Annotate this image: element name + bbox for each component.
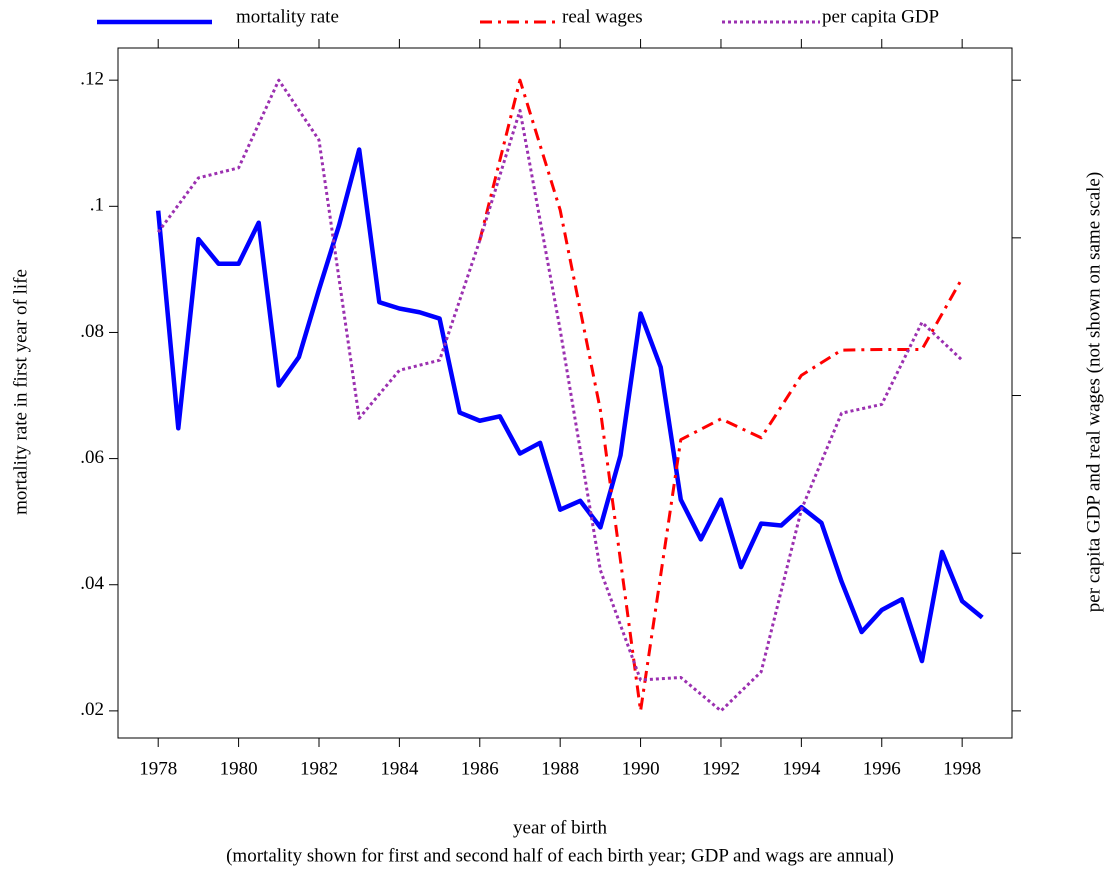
x-tick-label: 1978: [139, 758, 177, 779]
y-tick-label: .1: [90, 195, 104, 216]
x-tick-label: 1988: [541, 758, 579, 779]
y-tick-label: .12: [80, 69, 104, 90]
y-axis-label: mortality rate in first year of life: [10, 269, 31, 515]
y-tick-label: .02: [80, 699, 104, 720]
x-axis-label: year of birth: [513, 817, 607, 838]
x-tick-label: 1984: [380, 758, 419, 779]
x-tick-label: 1980: [220, 758, 258, 779]
x-axis-note: (mortality shown for first and second ha…: [226, 845, 894, 866]
y-tick-label: .06: [80, 447, 104, 468]
y-tick-label: .08: [80, 321, 104, 342]
x-tick-label: 1994: [782, 758, 821, 779]
x-tick-label: 1998: [943, 758, 981, 779]
x-tick-label: 1982: [300, 758, 338, 779]
series-line: [156, 78, 964, 713]
series-line: [478, 78, 964, 713]
x-tick-label: 1986: [461, 758, 499, 779]
y2-axis-label: per capita GDP and real wages (not shown…: [1083, 172, 1104, 612]
legend-label: mortality rate: [236, 6, 339, 27]
y-tick-label: .04: [80, 573, 104, 594]
x-tick-label: 1990: [622, 758, 660, 779]
legend-label: per capita GDP: [822, 6, 939, 27]
legend-label: real wages: [562, 6, 643, 27]
series-line: [155, 147, 984, 664]
x-tick-label: 1992: [702, 758, 740, 779]
plot-frame: [117, 47, 1013, 739]
x-tick-label: 1996: [863, 758, 901, 779]
